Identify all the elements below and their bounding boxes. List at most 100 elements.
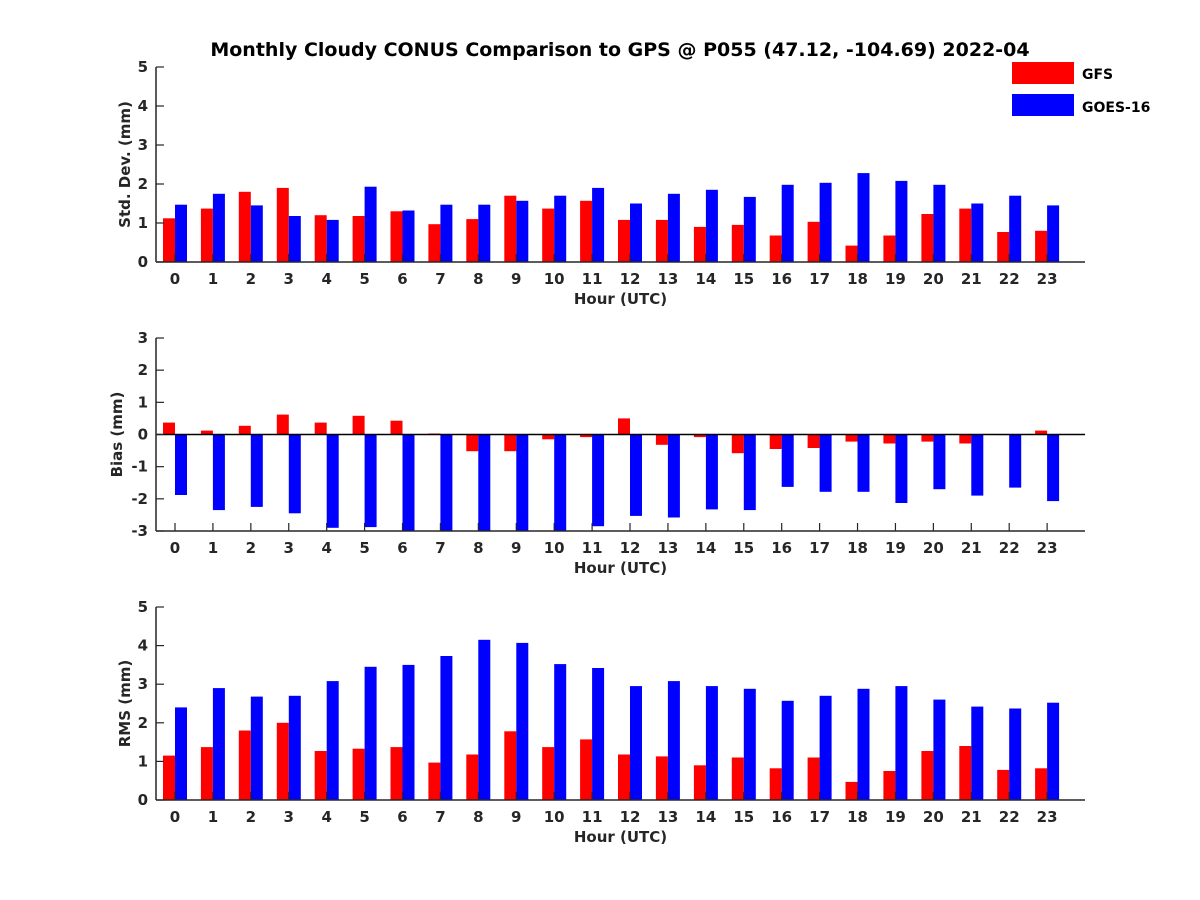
rms-bar-goes16-11 (592, 668, 605, 800)
stddev-xtick-label: 1 (208, 270, 218, 288)
stddev-xtick-label: 23 (1037, 270, 1058, 288)
bias-bar-gfs-17 (807, 434, 820, 448)
rms-xtick-label: 12 (620, 808, 641, 826)
bias-xtick-label: 0 (170, 539, 180, 557)
bias-bar-goes16-2 (250, 434, 263, 507)
bias-xtick-label: 6 (397, 539, 407, 557)
stddev-ytick-label: 0 (138, 253, 148, 271)
stddev-bar-gfs-0 (163, 218, 175, 262)
bias-ytick-label: -3 (131, 522, 148, 540)
rms-xtick-label: 11 (582, 808, 603, 826)
rms-bar-gfs-4 (314, 751, 327, 800)
rms-bar-goes16-20 (933, 699, 946, 800)
rms-ylabel: RMS (mm) (116, 660, 134, 747)
rms-xtick-label: 5 (359, 808, 369, 826)
stddev-bar-gfs-23 (1035, 230, 1048, 262)
stddev-bar-gfs-6 (390, 211, 403, 262)
stddev-bar-gfs-19 (883, 235, 896, 262)
stddev-bar-goes16-8 (478, 204, 491, 262)
bias-xtick-label: 20 (923, 539, 944, 557)
rms-bar-gfs-23 (1035, 768, 1048, 800)
bias-bar-gfs-3 (276, 414, 289, 435)
stddev-bar-gfs-16 (769, 235, 782, 262)
rms-xtick-label: 6 (397, 808, 407, 826)
bias-bar-gfs-6 (390, 420, 403, 435)
stddev-xlabel: Hour (UTC) (574, 290, 667, 308)
stddev-bar-gfs-17 (807, 221, 820, 262)
stddev-bar-goes16-4 (326, 219, 339, 262)
rms-bar-goes16-10 (554, 664, 567, 800)
stddev-bar-goes16-7 (440, 204, 453, 262)
stddev-bar-goes16-18 (857, 173, 870, 262)
bias-xtick-label: 21 (961, 539, 982, 557)
bias-xtick-label: 5 (359, 539, 369, 557)
stddev-ytick-label: 3 (138, 136, 148, 154)
rms-bar-goes16-6 (402, 664, 415, 800)
rms-bar-goes16-9 (516, 642, 529, 800)
chart-title: Monthly Cloudy CONUS Comparison to GPS @… (210, 39, 1029, 61)
bias-bar-goes16-5 (364, 434, 377, 528)
stddev-xtick-label: 5 (359, 270, 369, 288)
stddev-bar-gfs-8 (466, 219, 479, 262)
bias-ytick-label: 1 (138, 393, 148, 411)
bias-bar-goes16-9 (516, 434, 529, 531)
stddev-xtick-label: 12 (620, 270, 641, 288)
rms-xlabel: Hour (UTC) (574, 828, 667, 846)
rms-bar-goes16-8 (478, 639, 491, 800)
bias-xtick-label: 8 (473, 539, 483, 557)
stddev-xtick-label: 21 (961, 270, 982, 288)
bias-bar-goes16-8 (478, 434, 491, 531)
bias-xtick-label: 14 (695, 539, 716, 557)
bias-bar-gfs-2 (238, 425, 251, 435)
bias-xtick-label: 16 (771, 539, 792, 557)
stddev-xtick-label: 10 (544, 270, 565, 288)
bias-xtick-label: 19 (885, 539, 906, 557)
stddev-bar-gfs-12 (618, 219, 630, 262)
bias-bar-gfs-15 (731, 434, 744, 454)
legend-swatch-goes16 (1012, 94, 1074, 116)
bias-xtick-label: 10 (544, 539, 565, 557)
rms-bar-goes16-15 (743, 688, 756, 800)
stddev-xtick-label: 20 (923, 270, 944, 288)
rms-bar-goes16-23 (1047, 702, 1060, 800)
bias-ytick-label: 2 (138, 361, 148, 379)
bias-xtick-label: 13 (658, 539, 679, 557)
bias-bar-gfs-20 (921, 434, 934, 442)
bias-bar-gfs-16 (769, 434, 782, 449)
rms-bar-gfs-11 (580, 739, 593, 800)
stddev-xtick-label: 14 (695, 270, 716, 288)
stddev-bar-gfs-14 (693, 226, 706, 262)
bias-bar-goes16-21 (971, 434, 984, 496)
bias-bar-goes16-16 (781, 434, 794, 487)
rms-xtick-label: 14 (695, 808, 716, 826)
stddev-bar-gfs-2 (238, 191, 251, 262)
rms-xtick-label: 16 (771, 808, 792, 826)
legend-swatch-gfs (1012, 62, 1074, 84)
legend-label-gfs: GFS (1082, 67, 1113, 83)
rms-ytick-label: 2 (138, 714, 148, 732)
stddev-xtick-label: 7 (435, 270, 445, 288)
bias-bar-goes16-6 (402, 434, 415, 531)
bias-bar-goes16-18 (857, 434, 870, 492)
rms-bar-goes16-21 (971, 706, 984, 800)
stddev-ytick-label: 5 (138, 58, 148, 76)
rms-xtick-label: 20 (923, 808, 944, 826)
stddev-bar-goes16-0 (175, 204, 187, 262)
rms-ytick-label: 1 (138, 752, 148, 770)
bias-xtick-label: 11 (582, 539, 603, 557)
stddev-bar-goes16-19 (895, 180, 908, 262)
rms-bar-goes16-18 (857, 688, 870, 800)
bias-xtick-label: 23 (1037, 539, 1058, 557)
stddev-bar-goes16-10 (554, 195, 567, 262)
bias-ylabel: Bias (mm) (108, 392, 126, 478)
rms-xtick-label: 0 (170, 808, 180, 826)
bias-ytick-label: -2 (131, 490, 148, 508)
rms-bar-goes16-0 (175, 707, 187, 800)
bias-xtick-label: 15 (733, 539, 754, 557)
stddev-xtick-label: 0 (170, 270, 180, 288)
rms-bar-gfs-5 (352, 748, 365, 800)
bias-xtick-label: 17 (809, 539, 830, 557)
